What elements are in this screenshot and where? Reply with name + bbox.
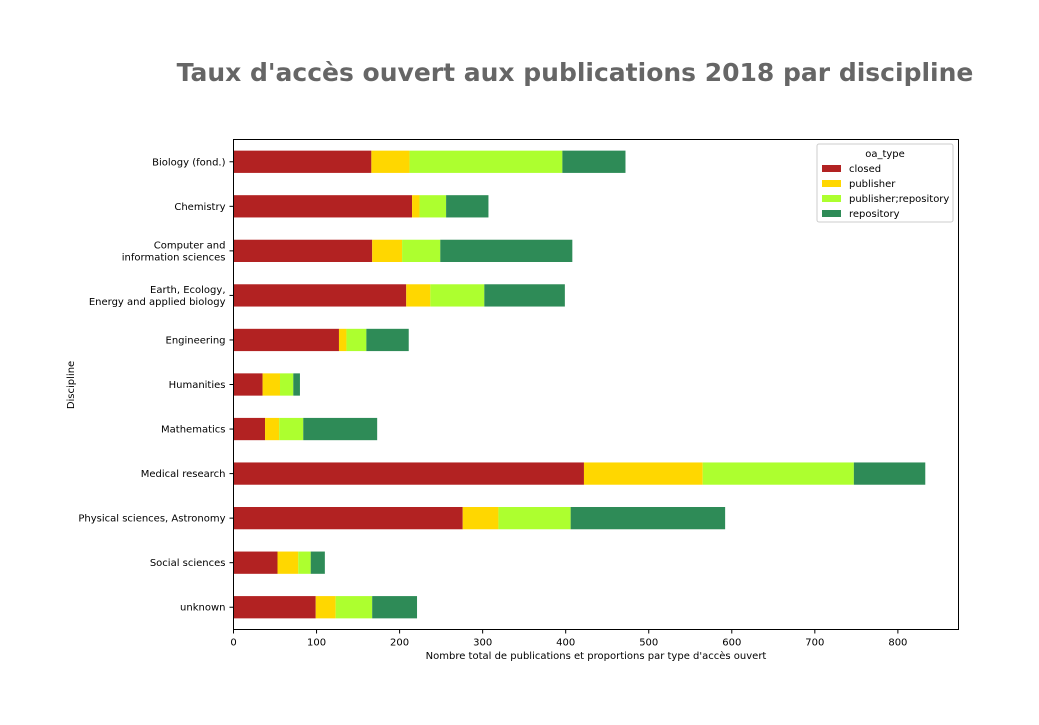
bar-publisher-0 (371, 150, 410, 173)
bar-publisher-8 (462, 507, 499, 530)
bar-publisher-repository-0 (409, 150, 563, 173)
bar-closed-1 (233, 195, 413, 218)
y-tick-label: Social sciences (150, 558, 226, 569)
x-tick-label: 500 (639, 638, 658, 649)
bar-publisher-7 (583, 462, 703, 485)
legend-label: publisher (849, 179, 896, 190)
bar-repository-8 (570, 507, 726, 530)
y-tick-label: Humanities (169, 380, 226, 391)
bar-repository-10 (372, 596, 418, 619)
x-axis-label: Nombre total de publications et proporti… (426, 650, 767, 662)
bar-repository-4 (366, 328, 409, 352)
bar-closed-4 (233, 328, 339, 352)
x-tick-label: 0 (230, 638, 236, 649)
bar-publisher-repository-6 (279, 417, 304, 441)
bar-publisher-repository-8 (498, 507, 571, 530)
bar-closed-9 (233, 551, 278, 574)
y-tick-label: Mathematics (161, 425, 225, 436)
legend-swatch-publisher-repository (822, 195, 841, 202)
bar-repository-5 (293, 373, 300, 396)
x-tick-label: 200 (390, 638, 409, 649)
bar-publisher-2 (372, 239, 403, 262)
x-tick-label: 800 (888, 638, 907, 649)
bar-closed-3 (233, 284, 407, 307)
x-tick-label: 600 (722, 638, 741, 649)
bar-closed-7 (233, 462, 584, 485)
y-axis-label: Discipline (66, 361, 77, 409)
bar-publisher-1 (412, 195, 420, 218)
legend-box (816, 143, 954, 223)
bar-publisher-repository-10 (335, 596, 373, 619)
bar-repository-9 (310, 551, 325, 574)
bar-closed-6 (233, 417, 266, 441)
x-tick-label: 700 (805, 638, 824, 649)
legend-title: oa_type (865, 149, 905, 160)
bar-repository-0 (562, 150, 626, 173)
y-tick-label: Earth, Ecology, Energy and applied biolog… (89, 285, 226, 308)
legend-label: repository (849, 209, 900, 220)
bar-publisher-repository-1 (419, 195, 447, 218)
bar-repository-7 (853, 462, 926, 485)
y-tick-label: Physical sciences, Astronomy (78, 514, 225, 525)
bar-publisher-6 (265, 417, 280, 441)
bar-publisher-4 (338, 328, 347, 352)
legend-label: closed (849, 164, 881, 175)
bar-publisher-repository-7 (702, 462, 854, 485)
bar-closed-2 (233, 239, 373, 262)
y-tick-label: Engineering (166, 335, 226, 346)
bar-closed-10 (233, 596, 316, 619)
bar-repository-1 (446, 195, 489, 218)
bar-closed-5 (233, 373, 263, 396)
legend-swatch-repository (822, 210, 841, 217)
x-tick-label: 400 (556, 638, 575, 649)
x-tick-label: 100 (307, 638, 326, 649)
y-tick-label: Medical research (141, 469, 226, 480)
bar-repository-2 (440, 239, 573, 262)
chart-title: Taux d'accès ouvert aux publications 201… (176, 58, 974, 87)
bar-publisher-10 (315, 596, 336, 619)
bar-publisher-repository-2 (402, 239, 441, 262)
bar-publisher-9 (277, 551, 299, 574)
bar-publisher-repository-9 (298, 551, 311, 574)
legend-swatch-publisher (822, 180, 841, 187)
x-axis: 0 100 200 300 400 500 600 700 800 (230, 629, 907, 649)
y-axis: Biology (fond.) Chemistry Computer and info… (78, 157, 234, 614)
bar-publisher-repository-4 (346, 328, 367, 352)
bar-publisher-repository-3 (430, 284, 485, 307)
legend-label: publisher;repository (849, 194, 949, 205)
y-tick-label: unknown (180, 603, 225, 614)
bar-publisher-3 (406, 284, 431, 307)
y-tick-label: Chemistry (174, 202, 225, 213)
bar-publisher-5 (262, 373, 281, 396)
y-tick-label: Computer and information sciences (122, 240, 226, 263)
bar-publisher-repository-5 (280, 373, 294, 396)
bar-closed-8 (233, 507, 463, 530)
bar-repository-3 (484, 284, 565, 307)
bars-group (233, 150, 926, 619)
y-tick-label: Biology (fond.) (152, 157, 226, 168)
bar-repository-6 (303, 417, 378, 441)
legend-swatch-closed (822, 165, 841, 172)
bar-closed-0 (233, 150, 372, 173)
x-tick-label: 300 (473, 638, 492, 649)
